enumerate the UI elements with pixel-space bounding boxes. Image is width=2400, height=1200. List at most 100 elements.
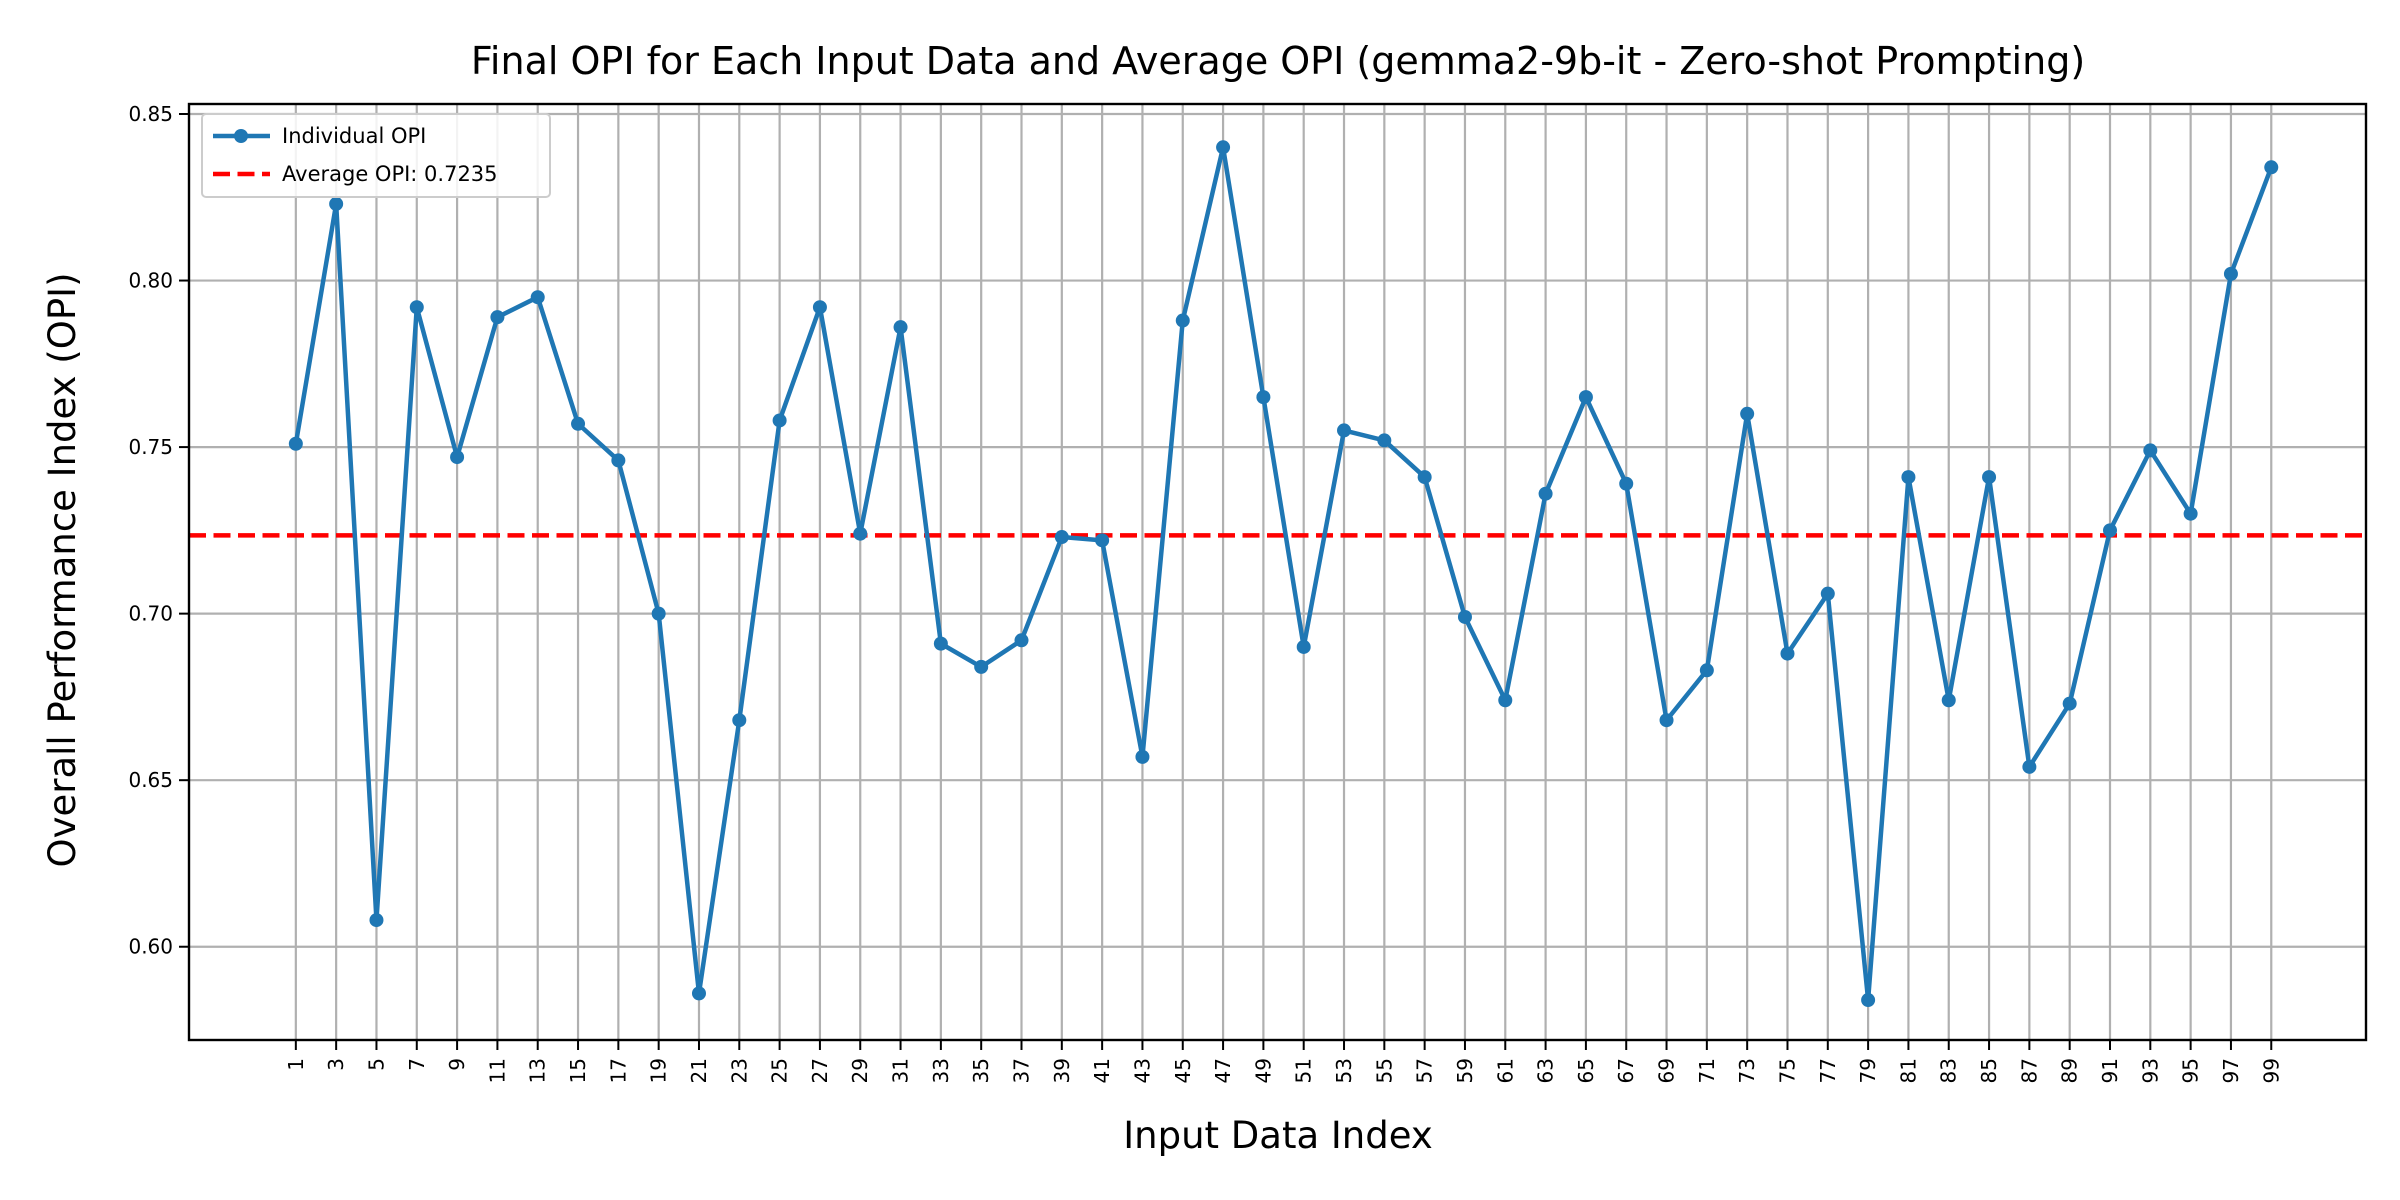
x-tick-label: 11	[485, 1058, 509, 1083]
data-point	[1457, 609, 1472, 624]
x-tick-label: 29	[848, 1058, 872, 1083]
x-tick-label: 77	[1816, 1058, 1840, 1083]
x-tick-label: 71	[1695, 1058, 1719, 1083]
data-point	[772, 413, 787, 428]
data-point	[490, 310, 505, 325]
y-tick-label: 0.65	[128, 768, 173, 792]
data-point	[450, 450, 465, 465]
data-point	[2183, 506, 2198, 521]
x-tick-label: 79	[1856, 1058, 1880, 1083]
data-point	[1417, 470, 1432, 485]
x-tick-label: 15	[566, 1058, 590, 1083]
data-point	[1095, 533, 1110, 548]
x-tick-label: 87	[2017, 1058, 2041, 1083]
x-tick-label: 53	[1332, 1058, 1356, 1083]
x-tick-label: 61	[1493, 1058, 1517, 1083]
data-point	[288, 436, 303, 451]
x-tick-label: 23	[727, 1058, 751, 1083]
data-point	[651, 606, 666, 621]
y-axis-ticks: 0.60 0.65 0.70 0.75 0.80 0.85	[128, 102, 189, 959]
legend-label-individual: Individual OPI	[282, 124, 426, 148]
x-tick-label: 19	[647, 1058, 671, 1083]
x-tick-label: 89	[2058, 1058, 2082, 1083]
data-point	[1901, 470, 1916, 485]
data-point	[1296, 639, 1311, 654]
data-point	[329, 196, 344, 211]
x-tick-label: 45	[1171, 1058, 1195, 1083]
data-point	[933, 636, 948, 651]
data-point	[1014, 633, 1029, 648]
x-tick-label: 95	[2179, 1058, 2203, 1083]
x-tick-label: 85	[1977, 1058, 2001, 1083]
x-tick-label: 59	[1453, 1058, 1477, 1083]
data-point	[571, 416, 586, 431]
data-point	[2143, 443, 2158, 458]
individual-opi-line	[293, 145, 2274, 1003]
x-tick-label: 69	[1655, 1058, 1679, 1083]
data-point	[1619, 476, 1634, 491]
data-point	[2223, 266, 2238, 281]
x-tick-label: 97	[2219, 1058, 2243, 1083]
data-point	[1337, 423, 1352, 438]
legend-label-average: Average OPI: 0.7235	[282, 162, 498, 186]
data-point	[2022, 759, 2037, 774]
data-point	[1820, 586, 1835, 601]
data-point	[369, 913, 384, 928]
x-tick-label: 7	[405, 1058, 429, 1071]
data-point	[1256, 390, 1271, 405]
data-point	[2062, 696, 2077, 711]
data-point	[1861, 993, 1876, 1008]
x-tick-label: 55	[1372, 1058, 1396, 1083]
x-tick-label: 31	[889, 1058, 913, 1083]
x-tick-label: 3	[324, 1058, 348, 1071]
x-tick-label: 1	[284, 1058, 308, 1071]
x-tick-label: 57	[1413, 1058, 1437, 1083]
data-point	[974, 659, 989, 674]
data-point	[530, 290, 545, 305]
x-tick-label: 39	[1050, 1058, 1074, 1083]
x-tick-label: 21	[687, 1058, 711, 1083]
data-point	[1699, 663, 1714, 678]
x-tick-label: 47	[1211, 1058, 1235, 1083]
x-tick-label: 37	[1010, 1058, 1034, 1083]
y-tick-label: 0.70	[128, 602, 173, 626]
data-point	[1538, 486, 1553, 501]
data-point	[1941, 693, 1956, 708]
x-tick-label: 83	[1937, 1058, 1961, 1083]
y-tick-label: 0.80	[128, 269, 173, 293]
legend: Individual OPI Average OPI: 0.7235	[201, 113, 551, 198]
x-tick-label: 63	[1534, 1058, 1558, 1083]
data-point	[2103, 523, 2118, 538]
x-tick-label: 91	[2098, 1058, 2122, 1083]
x-tick-label: 73	[1735, 1058, 1759, 1083]
data-point	[732, 713, 747, 728]
data-point	[1498, 693, 1513, 708]
x-tick-label: 33	[929, 1058, 953, 1083]
x-tick-label: 13	[526, 1058, 550, 1083]
y-tick-label: 0.60	[128, 935, 173, 959]
x-tick-label: 25	[768, 1058, 792, 1083]
x-tick-label: 49	[1251, 1058, 1275, 1083]
grid-lines	[189, 104, 2366, 1040]
x-tick-label: 41	[1090, 1058, 1114, 1083]
x-tick-label: 81	[1896, 1058, 1920, 1083]
x-tick-label: 9	[445, 1058, 469, 1071]
x-axis-ticks: 1 3 5 7 9 11 13 15 17 19 21 23 25 27 29 31 33 35 37 39 41 43 4…	[284, 1040, 2283, 1083]
plot-frame	[187, 102, 2368, 1042]
y-tick-label: 0.75	[128, 435, 173, 459]
legend-box	[201, 113, 551, 198]
x-tick-label: 43	[1130, 1058, 1154, 1083]
data-point	[1780, 646, 1795, 661]
y-axis-label: Overall Performance Index (OPI)	[41, 272, 84, 867]
data-point	[1740, 406, 1755, 421]
x-tick-label: 99	[2259, 1058, 2283, 1083]
x-tick-label: 17	[606, 1058, 630, 1083]
x-tick-label: 5	[364, 1058, 388, 1071]
data-point	[1377, 433, 1392, 448]
data-point	[1175, 313, 1190, 328]
x-axis-label: Input Data Index	[1123, 1114, 1433, 1157]
x-tick-label: 67	[1614, 1058, 1638, 1083]
data-point	[1659, 713, 1674, 728]
data-point	[2264, 160, 2279, 175]
